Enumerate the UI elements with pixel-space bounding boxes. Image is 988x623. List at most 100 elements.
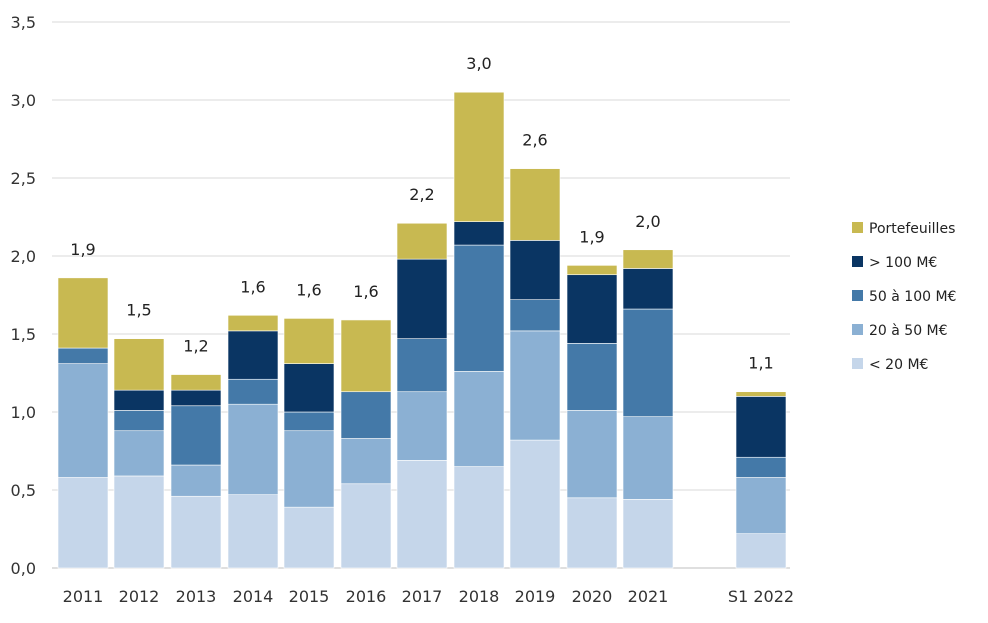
bar-segment <box>453 466 505 569</box>
bar-segment <box>453 221 505 246</box>
bar-segment <box>170 405 222 466</box>
x-tick-label: S1 2022 <box>728 587 794 606</box>
bar-segment <box>509 439 561 569</box>
bar-segment <box>453 244 505 372</box>
total-label: 3,0 <box>466 54 491 73</box>
bar-segment <box>622 499 674 569</box>
bar-segment <box>113 389 165 411</box>
bar-segment <box>340 483 392 569</box>
y-axis: 0,0 0,5 1,0 1,5 2,0 2,5 3,0 3,5 <box>11 13 36 578</box>
bar-segment <box>622 249 674 269</box>
y-tick-label: 3,0 <box>11 91 36 110</box>
bar-segment <box>170 374 222 391</box>
bar-segment <box>566 410 618 499</box>
bars <box>57 91 787 569</box>
bar-segment <box>283 363 335 413</box>
bar-segment <box>170 495 222 569</box>
total-label: 1,9 <box>579 227 604 246</box>
bar-segment <box>283 318 335 364</box>
bar-segment <box>622 308 674 417</box>
total-label: 2,6 <box>522 131 547 150</box>
bar-segment <box>170 389 222 407</box>
bar-segment <box>566 274 618 344</box>
legend: Portefeuilles > 100 M€ 50 à 100 M€ 20 à 50 … <box>852 221 956 373</box>
bar-segment <box>396 460 448 569</box>
legend-label: > 100 M€ <box>869 255 937 271</box>
y-tick-label: 0,5 <box>11 481 36 500</box>
bar-segment <box>566 497 618 569</box>
bar-segment <box>113 475 165 569</box>
bar-segment <box>622 416 674 500</box>
bar-segment <box>735 456 787 478</box>
bar-segment <box>396 258 448 339</box>
bar-segment <box>396 391 448 461</box>
total-label: 1,6 <box>353 282 378 301</box>
legend-label: 20 à 50 M€ <box>869 323 948 339</box>
bar-segment <box>735 477 787 534</box>
bar-segment <box>227 403 279 495</box>
bar-segment <box>735 533 787 569</box>
total-labels: 1,9 1,5 1,2 1,6 1,6 1,6 2,2 3,0 2,6 1,9 2,0 1,1 <box>70 54 773 373</box>
bar-segment <box>622 268 674 310</box>
x-tick-label: 2017 <box>402 587 443 606</box>
bar-segment <box>283 411 335 432</box>
bar-segment <box>113 410 165 432</box>
bar-segment <box>509 330 561 441</box>
bar-segment <box>227 378 279 405</box>
bar-segment <box>509 168 561 241</box>
bar-segment <box>227 314 279 332</box>
y-tick-label: 2,5 <box>11 169 36 188</box>
bar-segment <box>170 464 222 497</box>
total-label: 1,6 <box>296 280 321 299</box>
bar-segment <box>396 222 448 260</box>
x-axis: 2011 2012 2013 2014 2015 2016 2017 2018 2019 2020… <box>63 587 794 606</box>
legend-swatch <box>852 222 863 233</box>
bar-segment <box>227 330 279 380</box>
total-label: 1,5 <box>126 301 151 320</box>
bar-segment <box>566 265 618 276</box>
x-tick-label: 2020 <box>572 587 613 606</box>
bar-segment <box>453 91 505 222</box>
bar-segment <box>509 240 561 300</box>
y-tick-label: 2,0 <box>11 247 36 266</box>
bar-segment <box>57 347 109 364</box>
y-tick-label: 1,5 <box>11 325 36 344</box>
y-tick-label: 1,0 <box>11 403 36 422</box>
bar-segment <box>340 319 392 393</box>
bar-segment <box>566 343 618 411</box>
bar-segment <box>57 477 109 569</box>
bar-segment <box>113 430 165 477</box>
bar-segment <box>57 363 109 478</box>
bar-segment <box>396 338 448 393</box>
x-tick-label: 2015 <box>289 587 330 606</box>
x-tick-label: 2011 <box>63 587 104 606</box>
total-label: 1,9 <box>70 240 95 259</box>
bar-segment <box>340 438 392 485</box>
x-tick-label: 2018 <box>459 587 500 606</box>
bar-segment <box>735 396 787 458</box>
y-tick-label: 0,0 <box>11 559 36 578</box>
bar-segment <box>113 338 165 391</box>
legend-swatch <box>852 256 863 267</box>
legend-swatch <box>852 290 863 301</box>
bar-segment <box>283 506 335 569</box>
x-tick-label: 2013 <box>176 587 217 606</box>
total-label: 2,0 <box>635 212 660 231</box>
bar-segment <box>735 391 787 397</box>
y-tick-label: 3,5 <box>11 13 36 32</box>
x-tick-label: 2019 <box>515 587 556 606</box>
x-tick-label: 2016 <box>346 587 387 606</box>
total-label: 1,1 <box>748 354 773 373</box>
x-tick-label: 2014 <box>233 587 274 606</box>
bar-segment <box>340 391 392 439</box>
total-label: 1,2 <box>183 337 208 356</box>
bar-segment <box>57 277 109 349</box>
legend-swatch <box>852 358 863 369</box>
legend-label: < 20 M€ <box>869 357 928 373</box>
total-label: 1,6 <box>240 277 265 296</box>
total-label: 2,2 <box>409 185 434 204</box>
bar-segment <box>227 494 279 569</box>
legend-swatch <box>852 324 863 335</box>
x-tick-label: 2012 <box>119 587 160 606</box>
